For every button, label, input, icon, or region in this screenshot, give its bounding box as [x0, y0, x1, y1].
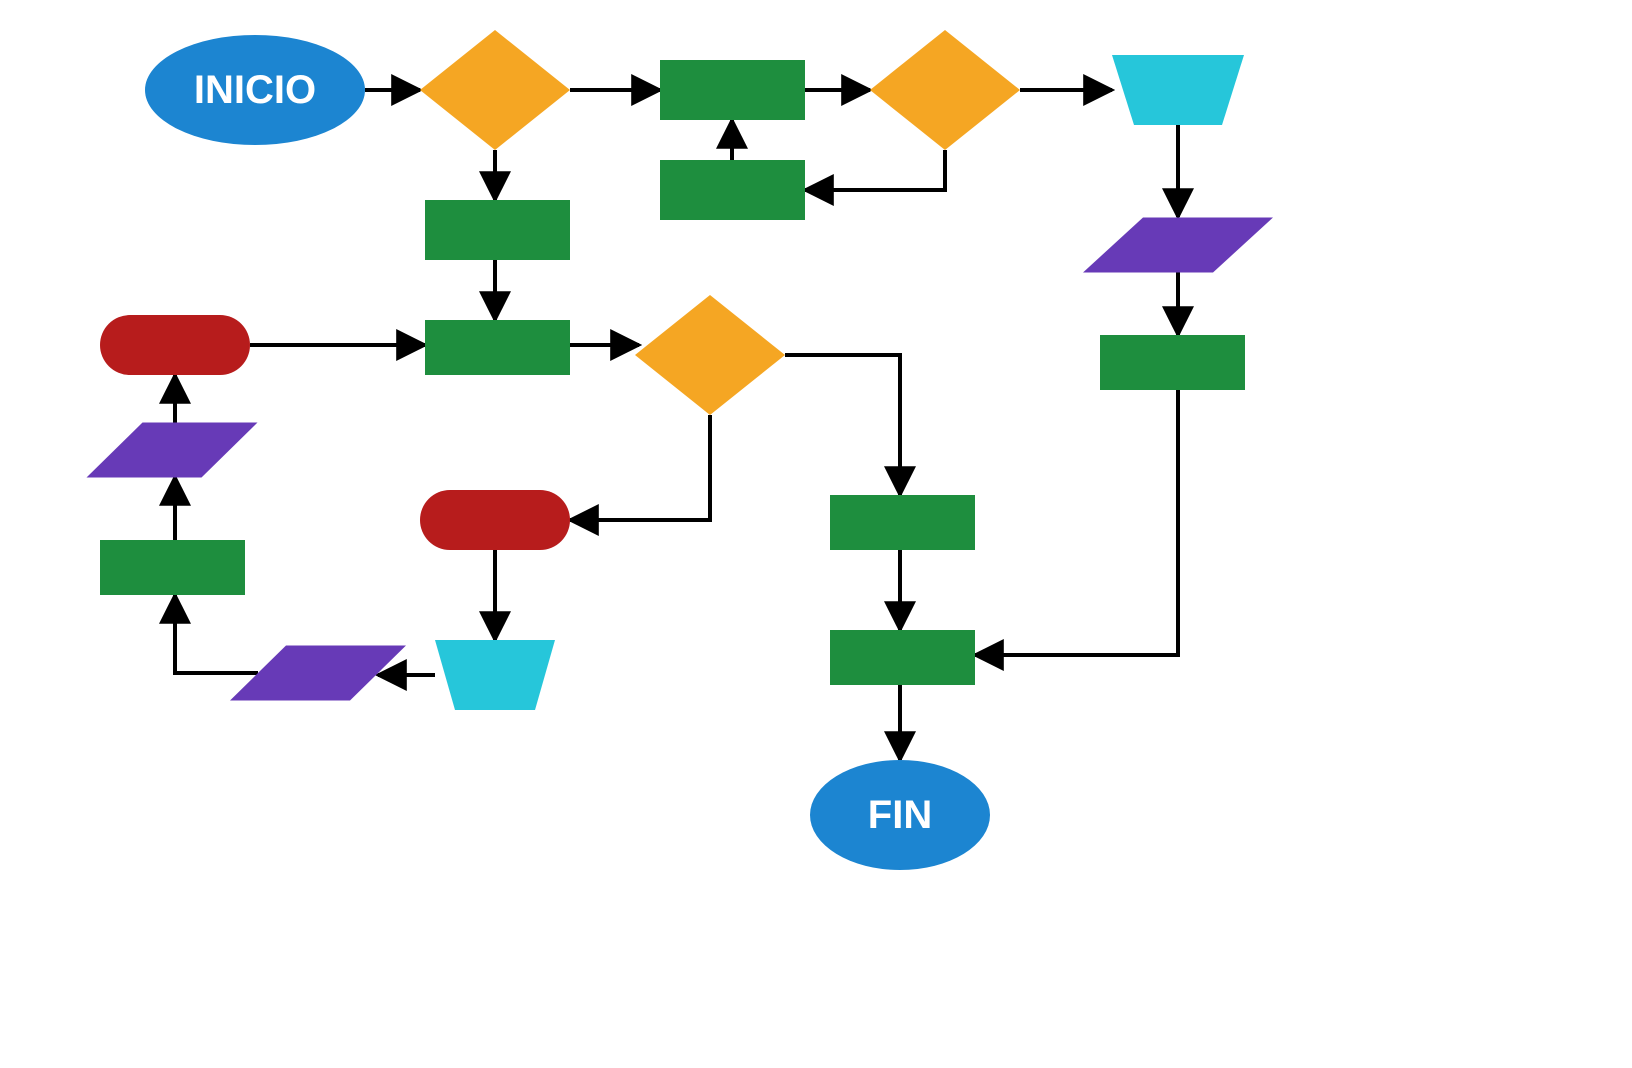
node-p4 — [425, 320, 570, 375]
node-p5 — [830, 495, 975, 550]
node-p1 — [660, 60, 805, 120]
node-io1 — [1083, 218, 1273, 273]
edge-15 — [975, 390, 1178, 655]
node-term1 — [100, 315, 250, 375]
edge-4 — [805, 150, 945, 190]
node-man1 — [1112, 55, 1244, 125]
node-label-end: FIN — [868, 793, 932, 837]
edge-12 — [570, 415, 710, 520]
node-p3 — [425, 200, 570, 260]
node-man2 — [435, 640, 555, 710]
node-d1 — [420, 30, 570, 150]
node-p7 — [100, 540, 245, 595]
node-label-start: INICIO — [194, 68, 316, 112]
edge-13 — [785, 355, 900, 495]
node-p1b — [660, 160, 805, 220]
edge-19 — [175, 595, 258, 673]
node-p6 — [830, 630, 975, 685]
nodes: INICIO FIN — [87, 30, 1274, 870]
node-io3 — [87, 423, 258, 478]
flowchart: INICIO FIN — [0, 0, 1632, 1068]
node-d3 — [635, 295, 785, 415]
node-p2 — [1100, 335, 1245, 390]
node-d2 — [870, 30, 1020, 150]
node-term2 — [420, 490, 570, 550]
